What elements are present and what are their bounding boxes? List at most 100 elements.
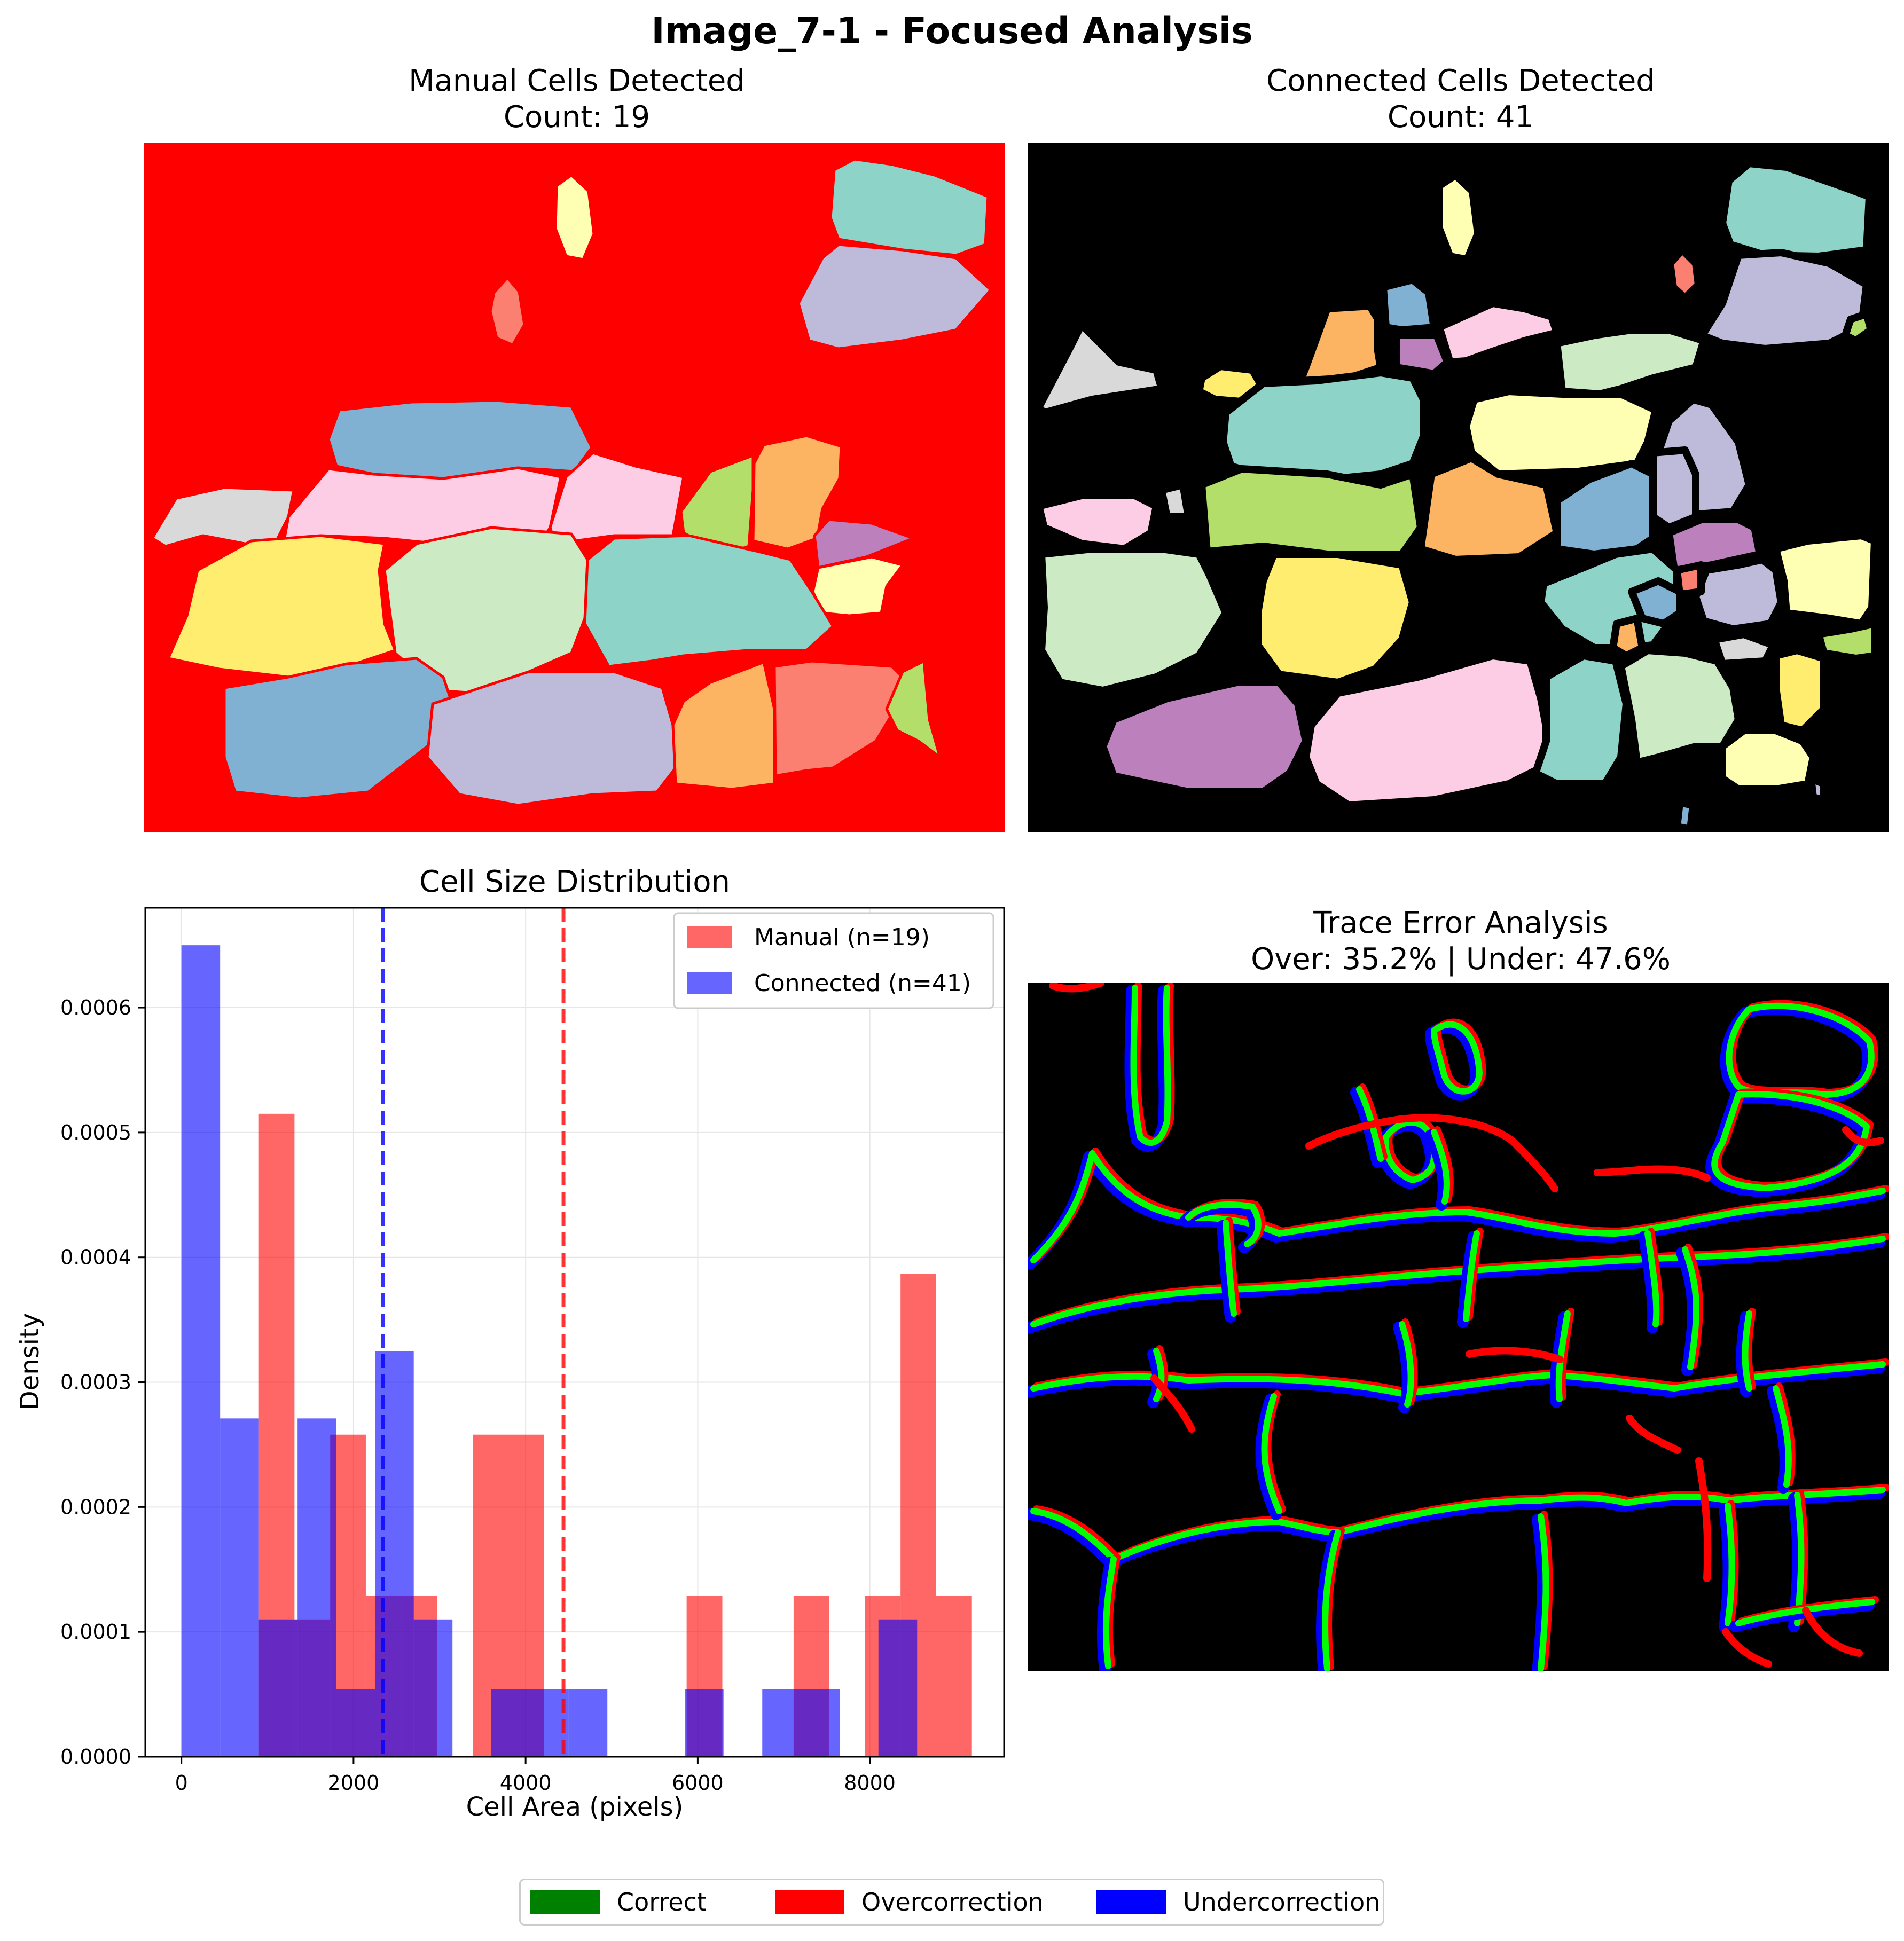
connected-cell xyxy=(1380,276,1438,334)
undercorrection-trace xyxy=(1217,1220,1236,1323)
connected-histogram-bar xyxy=(375,1351,414,1757)
histogram-svg: Cell Size Distribution 0 2000 4000 6000 8000… xyxy=(15,865,1005,1822)
chart-title: Cell Size Distribution xyxy=(419,865,730,899)
legend-swatch-manual xyxy=(687,926,732,948)
manual-cell xyxy=(489,276,526,347)
connected-cell xyxy=(1673,799,1697,832)
connected-cell xyxy=(1462,388,1659,478)
connected-histogram-bar xyxy=(878,1619,918,1757)
x-tick-label: 2000 xyxy=(328,1771,380,1795)
legend-swatch-undercorrection xyxy=(1096,1890,1166,1914)
legend-item-overcorrection: Overcorrection xyxy=(775,1880,1044,1924)
connected-cell xyxy=(1756,791,1772,809)
legend-label-manual: Manual (n=19) xyxy=(754,924,930,951)
connected-cell xyxy=(1099,679,1310,796)
correct-trace xyxy=(1030,1361,1886,1397)
x-tick-label: 4000 xyxy=(500,1771,552,1795)
y-tick-label: 0.0006 xyxy=(60,996,131,1019)
correct-trace xyxy=(1322,1529,1341,1671)
connected-cell xyxy=(1609,615,1646,659)
correct-trace xyxy=(1726,1002,1875,1098)
y-tick-label: 0.0001 xyxy=(60,1620,131,1644)
correct-trace xyxy=(1794,1492,1805,1626)
correct-trace xyxy=(1431,1129,1450,1205)
chart-legend-frame xyxy=(673,912,994,1009)
manual-cell xyxy=(554,174,596,261)
connected-cell xyxy=(1628,577,1683,627)
overcorrection-trace xyxy=(1150,1374,1195,1433)
connected-histogram-bar xyxy=(413,1619,453,1757)
connected-histogram-bar xyxy=(258,1619,298,1757)
connected-cell xyxy=(1254,551,1416,686)
connected-title-line1: Connected Cells Detected xyxy=(1266,64,1655,98)
connected-cell xyxy=(1158,481,1192,521)
overcorrection-trace xyxy=(1466,1347,1564,1363)
connected-cell xyxy=(1711,631,1777,667)
connected-cell xyxy=(1617,647,1742,766)
trace-error-map xyxy=(1028,983,1889,1671)
overcorrection-trace xyxy=(1802,1607,1863,1657)
y-tick-label: 0.0004 xyxy=(60,1246,131,1269)
connected-panel-title: Connected Cells Detected Count: 41 xyxy=(1028,63,1893,136)
manual-cell xyxy=(829,158,990,257)
correct-trace xyxy=(1030,1150,1886,1263)
x-tick-label: 8000 xyxy=(844,1771,896,1795)
manual-cell xyxy=(426,670,677,807)
overcorrection-trace xyxy=(1722,1628,1772,1668)
chart-legend: Manual (n=19) Connected (n=41) xyxy=(673,912,994,1009)
x-tick-label: 0 xyxy=(175,1771,188,1795)
x-axis-label: Cell Area (pixels) xyxy=(466,1792,684,1822)
connected-cell xyxy=(1673,561,1705,598)
correct-trace xyxy=(1223,1220,1237,1317)
connected-histogram-bar xyxy=(336,1689,375,1757)
overcorrection-trace xyxy=(1626,1415,1681,1454)
connected-histogram-bar xyxy=(297,1418,336,1757)
manual-cell xyxy=(885,659,942,759)
connected-cell xyxy=(1302,652,1553,809)
overcorrection-trace xyxy=(1842,1126,1884,1146)
correct-trace xyxy=(1382,1119,1437,1183)
y-tick-label: 0.0000 xyxy=(60,1745,131,1769)
connected-cell xyxy=(1219,369,1427,483)
correct-trace xyxy=(1030,1487,1886,1562)
legend-swatch-connected xyxy=(687,972,732,994)
correct-trace xyxy=(1538,1513,1549,1671)
overcorrection-trace xyxy=(1594,1165,1711,1182)
legend-label-undercorrection: Undercorrection xyxy=(1183,1888,1381,1916)
legend-label-correct: Correct xyxy=(617,1888,707,1916)
correct-trace xyxy=(1711,1091,1870,1191)
connected-cell xyxy=(1692,556,1785,633)
correct-trace xyxy=(1742,1310,1752,1392)
manual-cell xyxy=(549,451,685,545)
correct-trace xyxy=(1153,1348,1165,1402)
trace-panel-title: Trace Error Analysis Over: 35.2% | Under… xyxy=(1028,905,1893,978)
connected-cell xyxy=(1719,727,1817,793)
legend-item-correct: Correct xyxy=(530,1880,707,1924)
connected-cell xyxy=(1698,249,1870,352)
correct-trace xyxy=(1261,1393,1282,1514)
connected-cell xyxy=(1772,532,1878,627)
connected-cell xyxy=(1842,310,1875,344)
trace-legend: Correct Overcorrection Undercorrection xyxy=(519,1879,1384,1926)
manual-panel-title: Manual Cells Detected Count: 19 xyxy=(144,63,1009,136)
correct-trace xyxy=(1773,1385,1792,1488)
connected-histogram-bar xyxy=(181,945,221,1757)
manual-cell xyxy=(583,534,835,668)
connected-histogram-bar xyxy=(762,1689,801,1757)
correct-trace xyxy=(1644,1230,1660,1327)
legend-label-overcorrection: Overcorrection xyxy=(861,1888,1044,1916)
overcorrection-trace xyxy=(1695,1457,1712,1582)
connected-cell xyxy=(1772,647,1828,734)
connected-cell xyxy=(1436,171,1482,263)
correct-trace xyxy=(1735,1599,1875,1626)
overcorrection-trace xyxy=(1049,983,1104,993)
correct-trace xyxy=(1102,1556,1117,1669)
correct-trace xyxy=(1431,1021,1483,1095)
manual-histogram-bar xyxy=(936,1596,972,1757)
connected-cells-map xyxy=(1028,143,1889,832)
correct-trace xyxy=(1463,1230,1480,1322)
connected-cell xyxy=(1038,545,1229,694)
manual-cell xyxy=(797,243,992,350)
connected-cell xyxy=(1719,160,1873,260)
manual-cell xyxy=(327,399,593,480)
